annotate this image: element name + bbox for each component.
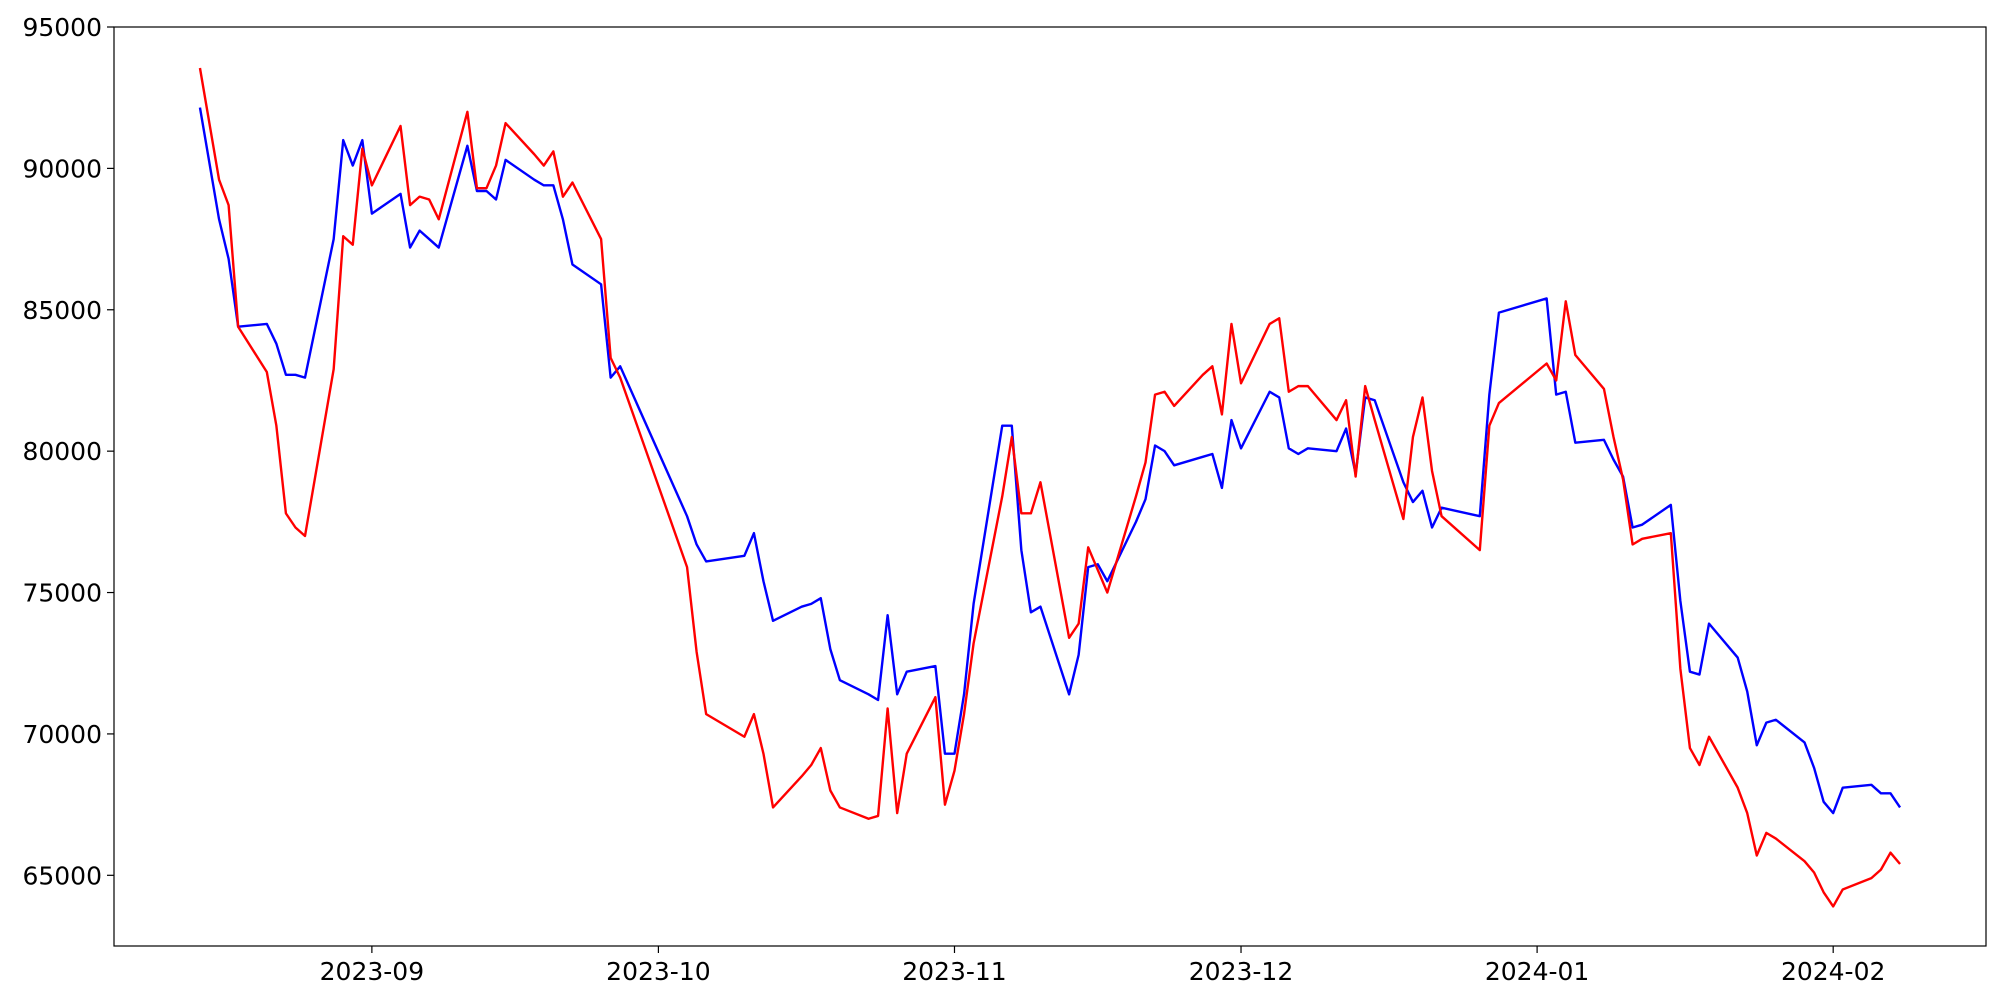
line-series — [198, 67, 1901, 908]
y-tick-label: 65000 — [22, 861, 102, 890]
x-tick-label: 2023-11 — [902, 957, 1006, 986]
x-tick-label: 2023-10 — [606, 957, 710, 986]
y-tick-label: 85000 — [22, 296, 102, 325]
y-tick-label: 70000 — [22, 720, 102, 749]
x-tick-label: 2023-09 — [320, 957, 424, 986]
x-tick-label: 2024-01 — [1485, 957, 1589, 986]
y-tick-label: 75000 — [22, 579, 102, 608]
y-tick-label: 80000 — [22, 437, 102, 466]
x-tick-label: 2024-02 — [1781, 957, 1885, 986]
plot-frame — [113, 26, 1987, 947]
y-tick-label: 95000 — [22, 13, 102, 42]
y-tick-label: 90000 — [22, 154, 102, 183]
x-tick-label: 2023-12 — [1189, 957, 1293, 986]
